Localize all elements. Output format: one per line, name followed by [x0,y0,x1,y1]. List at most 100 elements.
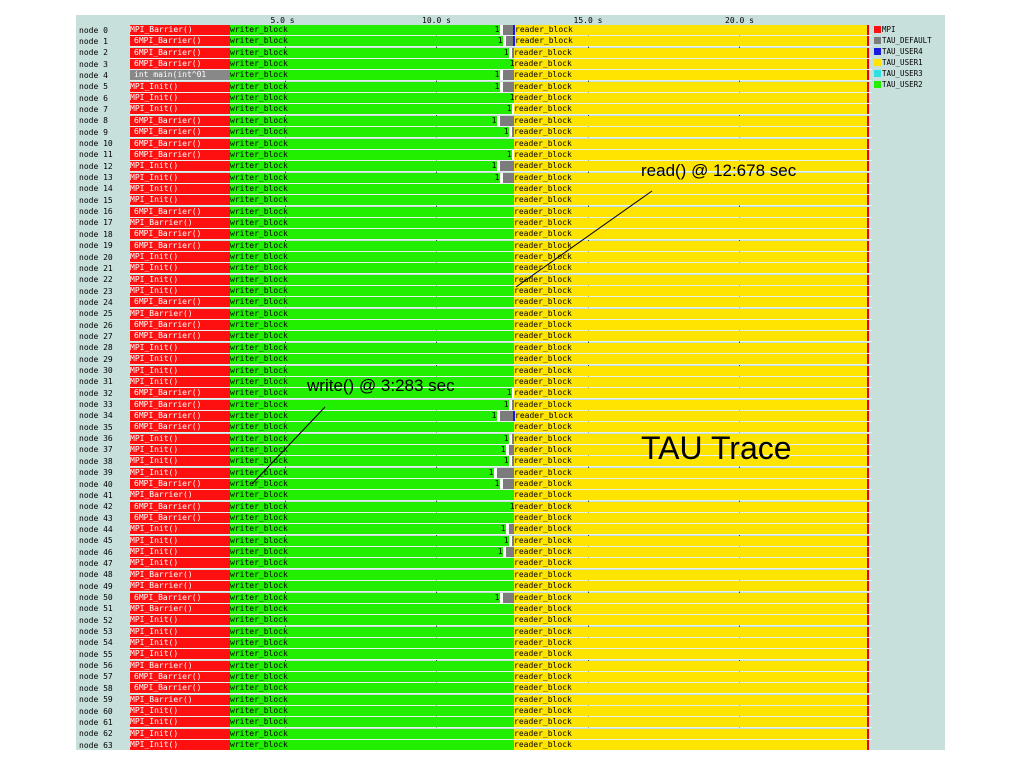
mpi-state-bar[interactable]: MPI_Barrier() [130,694,230,705]
reader-block-bar[interactable]: reader_block [514,274,867,285]
writer-block-bar[interactable]: writer_block [230,240,514,251]
writer-block-bar[interactable]: writer_block [230,217,514,228]
mpi-state-bar[interactable]: MPI_Init() [130,172,230,183]
reader-block-bar[interactable]: reader_block [514,467,867,478]
mpi-state-bar[interactable]: MPI_Init() [130,252,230,262]
writer-block-bar[interactable]: writer_block [230,524,514,535]
reader-block-bar[interactable]: reader_block [514,138,867,149]
writer-block-bar[interactable]: writer_block [230,297,514,308]
reader-block-bar[interactable]: reader_block [514,513,867,524]
reader-block-bar[interactable]: reader_block [514,660,867,671]
reader-block-bar[interactable]: reader_block [514,149,867,160]
mpi-state-bar[interactable]: MPI_Init() [130,524,230,535]
mpi-state-bar[interactable]: MPI_Init() [130,263,230,274]
writer-block-bar[interactable]: writer_block [230,104,514,115]
writer-block-bar[interactable]: writer_block [230,410,514,421]
writer-block-bar[interactable]: writer_block [230,569,514,580]
mpi-state-bar[interactable]: 6MPI_Barrier() [130,59,230,70]
mpi-state-bar[interactable]: MPI_Init() [130,535,230,546]
mpi-state-bar[interactable]: MPI_Init() [130,161,230,172]
writer-block-bar[interactable]: writer_block [230,354,514,365]
tau-default-bar[interactable] [502,70,514,81]
mpi-state-bar[interactable]: MPI_Init() [130,740,230,751]
writer-block-bar[interactable]: writer_block [230,161,514,172]
mpi-state-bar[interactable]: 6MPI_Barrier() [130,671,230,682]
tau-default-bar[interactable] [496,467,514,478]
mpi-state-bar[interactable]: MPI_Barrier() [130,25,230,35]
reader-block-bar[interactable]: reader_block [514,342,867,353]
tau-default-bar[interactable] [502,479,514,489]
writer-block-bar[interactable]: writer_block [230,183,514,194]
mpi-state-bar[interactable]: MPI_Init() [130,376,230,387]
tau-default-bar[interactable] [502,81,514,92]
reader-block-bar[interactable]: reader_block [514,399,867,410]
mpi-state-bar[interactable]: 6MPI_Barrier() [130,592,230,603]
reader-block-bar[interactable]: reader_block [514,93,867,104]
writer-block-bar[interactable]: writer_block [230,479,514,489]
reader-block-bar[interactable]: reader_block [514,524,867,535]
mpi-state-bar[interactable]: MPI_Init() [130,456,230,467]
writer-block-bar[interactable]: writer_block [230,229,514,240]
mpi-state-bar[interactable]: MPI_Barrier() [130,308,230,319]
trace-timeline-window[interactable]: 5.0 s 10.0 s 15.0 s 20.0 s node 0 node 1 node… [76,15,945,752]
writer-block-bar[interactable]: writer_block [230,36,514,47]
reader-block-bar[interactable]: reader_block [514,603,867,614]
writer-block-bar[interactable]: writer_block [230,149,514,160]
tau-default-bar[interactable] [505,36,514,47]
reader-block-bar[interactable]: reader_block [514,592,867,603]
mpi-state-bar[interactable]: MPI_Init() [130,93,230,104]
writer-block-bar[interactable]: writer_block [230,195,514,206]
mpi-state-bar[interactable]: MPI_Init() [130,637,230,648]
reader-block-bar[interactable]: reader_block [514,456,867,467]
reader-block-bar[interactable]: reader_block [514,422,867,433]
writer-block-bar[interactable]: writer_block [230,513,514,524]
writer-block-bar[interactable]: writer_block [230,93,514,104]
mpi-state-bar[interactable]: 6MPI_Barrier() [130,47,230,58]
tau-default-bar[interactable] [502,592,514,603]
mpi-state-bar[interactable]: MPI_Barrier() [130,569,230,580]
reader-block-bar[interactable]: reader_block [514,217,867,228]
writer-block-bar[interactable]: writer_block [230,70,514,81]
mpi-state-bar[interactable]: 6MPI_Barrier() [130,36,230,47]
writer-block-bar[interactable]: writer_block [230,399,514,410]
mpi-state-bar[interactable]: 6MPI_Barrier() [130,422,230,433]
writer-block-bar[interactable]: writer_block [230,637,514,648]
writer-block-bar[interactable]: writer_block [230,467,514,478]
writer-block-bar[interactable]: writer_block [230,592,514,603]
reader-block-bar[interactable]: reader_block [514,81,867,92]
mpi-state-bar[interactable]: 6MPI_Barrier() [130,399,230,410]
tau-default-bar[interactable] [505,547,514,558]
writer-block-bar[interactable]: writer_block [230,81,514,92]
writer-block-bar[interactable]: writer_block [230,694,514,705]
tau-default-bar[interactable] [499,161,514,172]
reader-block-bar[interactable]: reader_block [514,683,867,694]
tau-default-bar[interactable] [511,433,514,444]
reader-block-bar[interactable]: reader_block [514,240,867,251]
mpi-state-bar[interactable]: MPI_Init() [130,547,230,558]
mpi-state-bar[interactable]: 6MPI_Barrier() [130,240,230,251]
writer-block-bar[interactable]: writer_block [230,206,514,217]
writer-block-bar[interactable]: writer_block [230,581,514,592]
